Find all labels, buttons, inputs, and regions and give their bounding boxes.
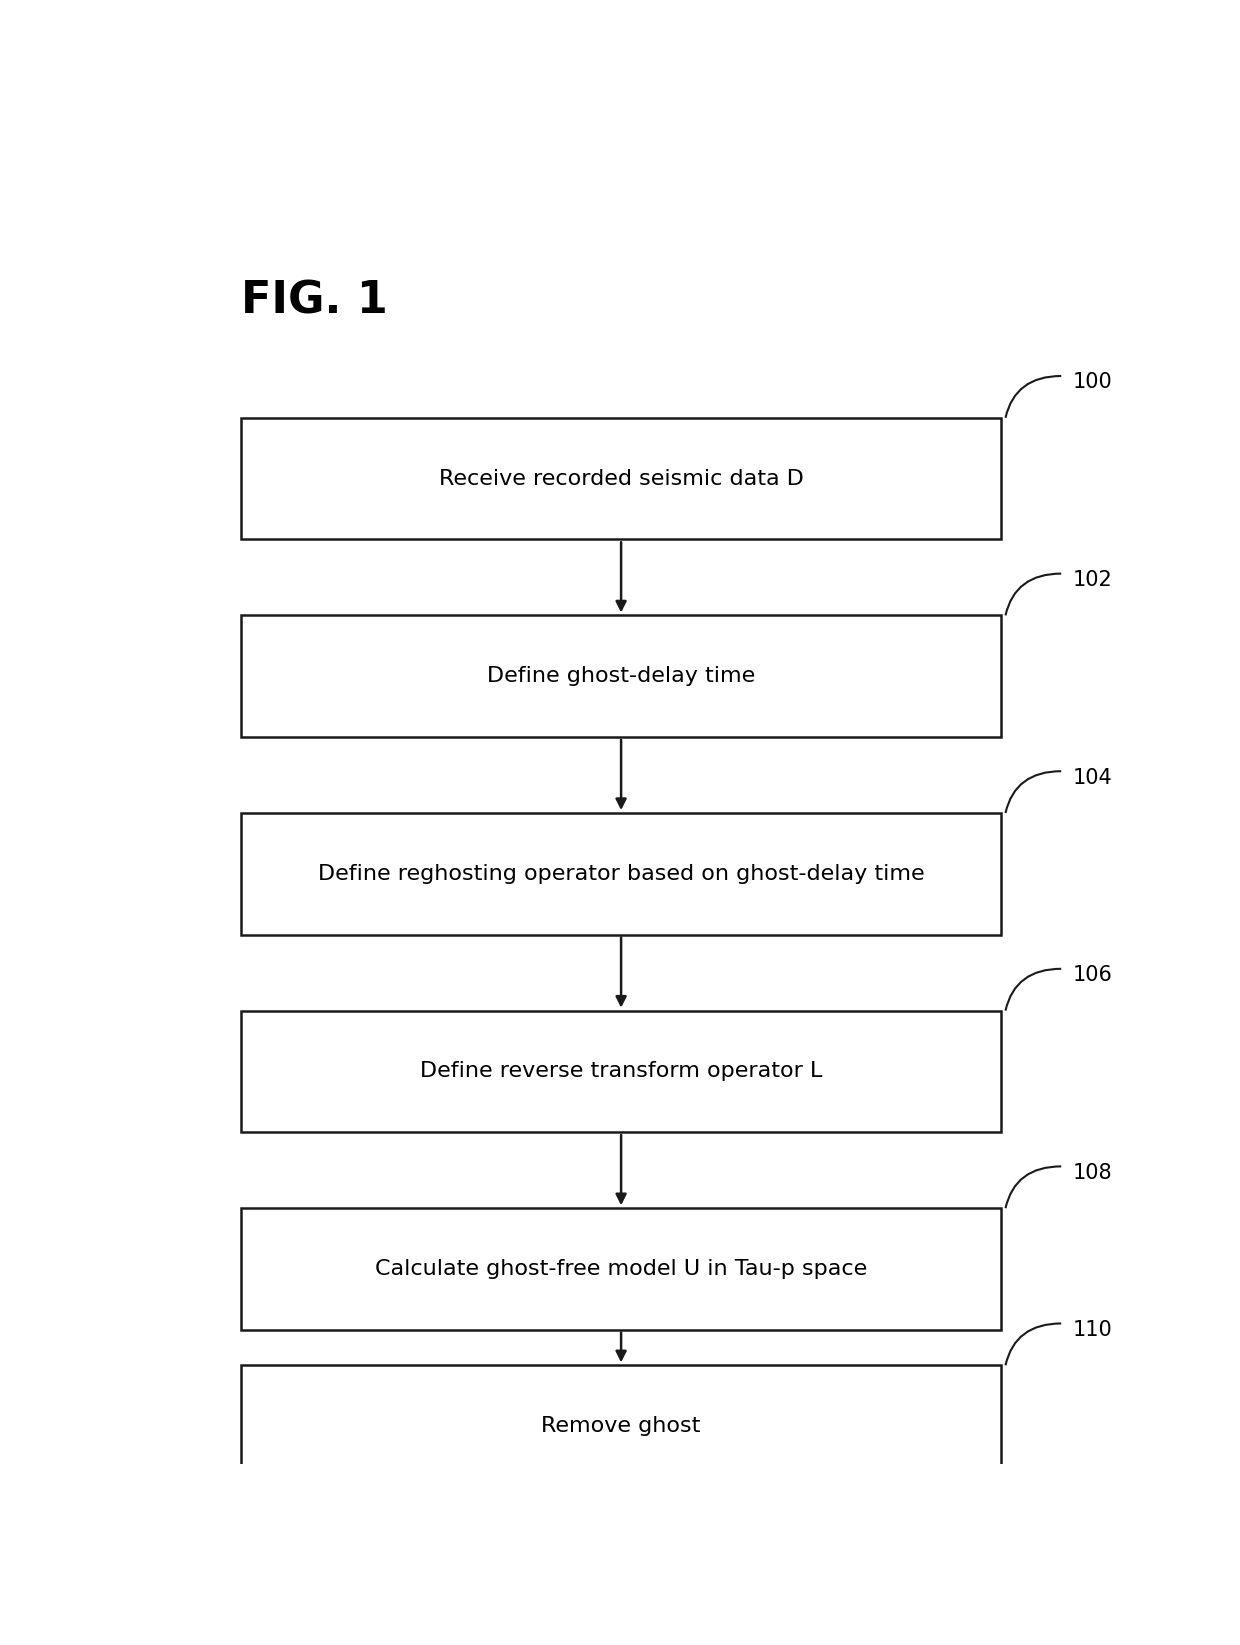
Text: 102: 102 [1073,569,1112,591]
Text: 106: 106 [1073,966,1112,985]
FancyBboxPatch shape [242,418,1001,540]
Text: Calculate ghost-free model U in Tau-p space: Calculate ghost-free model U in Tau-p sp… [374,1258,867,1278]
FancyBboxPatch shape [242,1207,1001,1329]
Text: Define ghost-delay time: Define ghost-delay time [487,666,755,686]
Text: Define reverse transform operator L: Define reverse transform operator L [420,1061,822,1081]
FancyBboxPatch shape [242,813,1001,934]
Text: 108: 108 [1073,1163,1112,1183]
Text: 104: 104 [1073,768,1112,788]
FancyBboxPatch shape [242,1365,1001,1487]
FancyBboxPatch shape [242,1010,1001,1132]
Text: 110: 110 [1073,1319,1112,1339]
Text: Remove ghost: Remove ghost [542,1416,701,1436]
Text: Receive recorded seismic data D: Receive recorded seismic data D [439,469,804,489]
Text: FIG. 1: FIG. 1 [242,280,388,322]
Text: 100: 100 [1073,372,1112,392]
FancyBboxPatch shape [242,615,1001,737]
Text: Define reghosting operator based on ghost-delay time: Define reghosting operator based on ghos… [317,864,924,883]
